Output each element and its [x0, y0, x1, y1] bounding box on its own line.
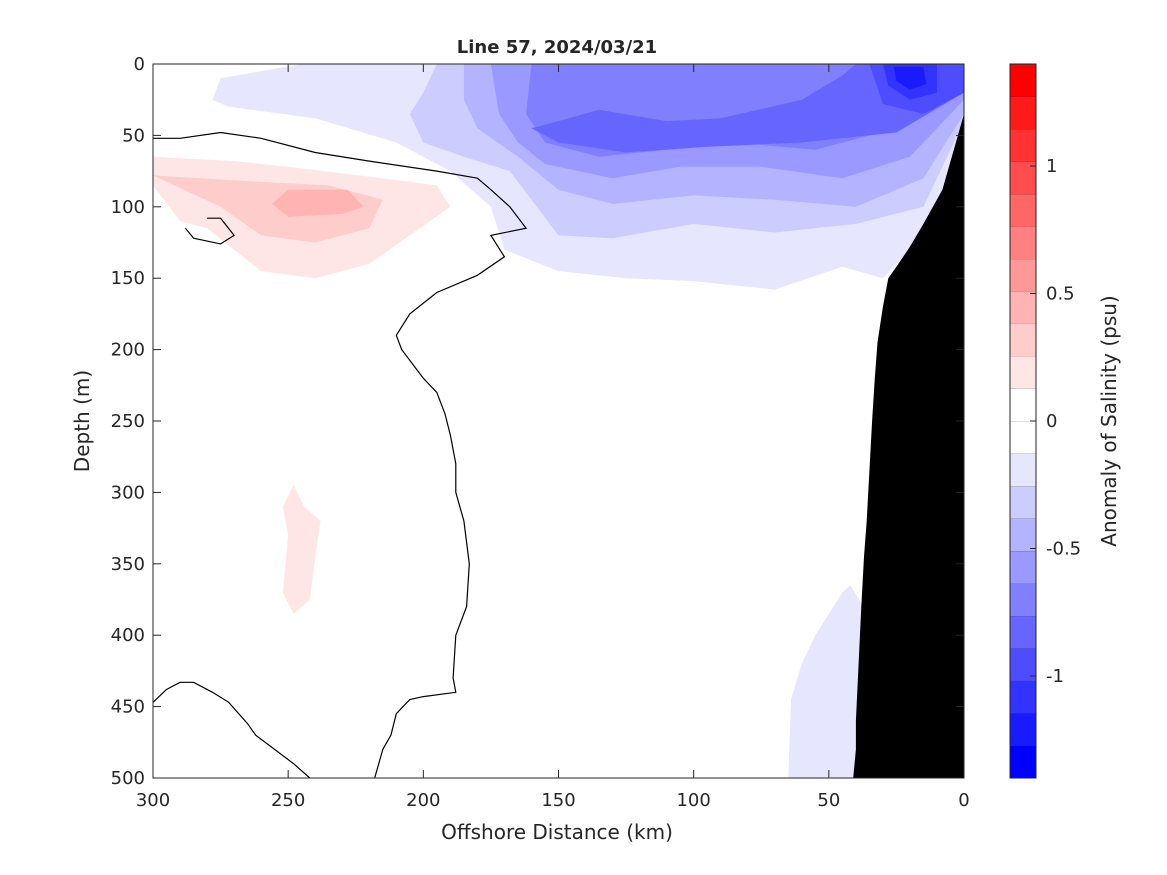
- colorbar-segment: [1010, 356, 1036, 389]
- colorbar-segment: [1010, 485, 1036, 519]
- colorbar-segment: [1010, 388, 1036, 422]
- colorbar-tick-label: 1: [1046, 156, 1057, 177]
- x-tick-label: 250: [271, 790, 305, 811]
- seafloor-polygon: [853, 114, 964, 778]
- x-axis-label: Offshore Distance (km): [441, 820, 673, 844]
- colorbar-segment: [1010, 453, 1036, 487]
- x-axis-ticks: 300 250 200 150 100 50 0: [136, 64, 970, 811]
- colorbar-segment: [1010, 518, 1036, 552]
- zero-contour-line-2: [153, 681, 311, 778]
- y-tick-label: 400: [111, 625, 145, 646]
- zero-contour-line-0: [153, 131, 528, 778]
- x-tick-label: 150: [541, 790, 575, 811]
- x-tick-label: 100: [676, 790, 710, 811]
- seafloor-bathymetry: [853, 114, 964, 778]
- y-tick-label: 450: [111, 697, 145, 718]
- colorbar-segment: [1010, 193, 1036, 227]
- anomaly-region-9: [788, 585, 875, 778]
- y-tick-label: 200: [111, 340, 145, 361]
- colorbar-segment: [1010, 583, 1036, 617]
- x-tick-label: 50: [817, 790, 840, 811]
- colorbar-tick-label: 0: [1046, 411, 1057, 432]
- colorbar-segment: [1010, 615, 1036, 649]
- x-tick-label: 200: [406, 790, 440, 811]
- colorbar-tick-label: -0.5: [1046, 539, 1081, 560]
- colorbar-segment: [1010, 128, 1036, 162]
- colorbar-ticks: 1 0.5 0 -0.5 -1: [1030, 156, 1081, 687]
- colorbar-segment: [1010, 161, 1036, 195]
- colorbar-segment: [1010, 421, 1036, 454]
- colorbar-segment: [1010, 291, 1036, 324]
- anomaly-region-5: [531, 64, 964, 153]
- y-tick-label: 250: [111, 411, 145, 432]
- y-tick-label: 150: [111, 268, 145, 289]
- colorbar-segment: [1010, 745, 1036, 779]
- colorbar-segment: [1010, 713, 1036, 746]
- y-axis-ticks: 0 50 100 150 200 250 300 350 400 450 500: [111, 54, 964, 789]
- colorbar-segment: [1010, 323, 1036, 357]
- anomaly-region-12: [271, 189, 364, 217]
- zero-contour-line-1: [184, 217, 235, 245]
- colorbar-tick-label: 0.5: [1046, 284, 1075, 305]
- x-tick-label: 0: [958, 790, 969, 811]
- y-axis-label: Depth (m): [70, 370, 94, 472]
- colorbar-segment: [1010, 680, 1036, 714]
- colorbar-label: Anomaly of Salinity (psu): [1097, 295, 1121, 546]
- y-tick-label: 350: [111, 554, 145, 575]
- colorbar-tick-label: -1: [1046, 666, 1064, 687]
- zero-contour-lines: [153, 131, 528, 778]
- colorbar-segment: [1010, 226, 1036, 260]
- y-tick-label: 500: [111, 768, 145, 789]
- colorbar-segment: [1010, 648, 1036, 681]
- chart-title: Line 57, 2024/03/21: [457, 37, 657, 58]
- filled-contour-regions: [153, 64, 964, 778]
- colorbar-segment: [1010, 550, 1036, 584]
- y-tick-label: 100: [111, 197, 145, 218]
- y-tick-label: 300: [111, 482, 145, 503]
- anomaly-region-13: [282, 485, 321, 614]
- colorbar: [1010, 63, 1036, 779]
- colorbar-segment: [1010, 96, 1036, 130]
- colorbar-segment: [1010, 258, 1036, 292]
- y-tick-label: 50: [122, 125, 145, 146]
- anomaly-region-8: [893, 66, 927, 90]
- colorbar-segment: [1010, 64, 1036, 97]
- x-tick-label: 300: [136, 790, 170, 811]
- y-tick-label: 0: [134, 54, 145, 75]
